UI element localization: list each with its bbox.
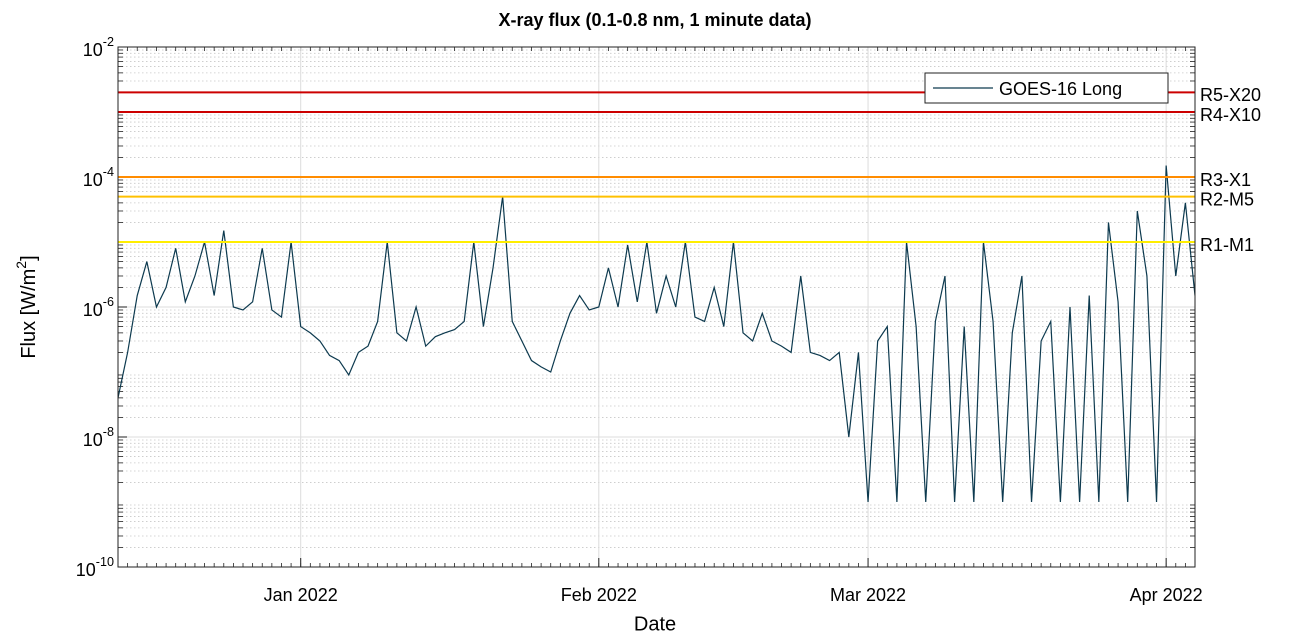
threshold-label: R4-X10 xyxy=(1200,105,1261,125)
x-tick-label: Jan 2022 xyxy=(264,585,338,605)
y-tick-label: 10-6 xyxy=(83,295,114,319)
threshold-label: R2-M5 xyxy=(1200,189,1254,209)
y-axis-label: Flux [W/m2] xyxy=(13,255,41,358)
data-line xyxy=(118,165,1195,503)
y-tick-label: 10-10 xyxy=(76,555,114,579)
threshold-label: R1-M1 xyxy=(1200,235,1254,255)
legend-label: GOES-16 Long xyxy=(999,79,1122,99)
x-tick-label: Apr 2022 xyxy=(1130,585,1203,605)
y-tick-label: 10-4 xyxy=(83,165,114,189)
threshold-label: R3-X1 xyxy=(1200,170,1251,190)
plot-frame xyxy=(117,46,1196,568)
y-tick-label: 10-2 xyxy=(83,35,114,59)
x-axis-label: Date xyxy=(634,613,676,635)
chart-title: X-ray flux (0.1-0.8 nm, 1 minute data) xyxy=(498,10,811,30)
x-tick-label: Mar 2022 xyxy=(830,585,906,605)
x-tick-label: Feb 2022 xyxy=(561,585,637,605)
threshold-label: R5-X20 xyxy=(1200,85,1261,105)
y-tick-label: 10-8 xyxy=(83,425,114,449)
